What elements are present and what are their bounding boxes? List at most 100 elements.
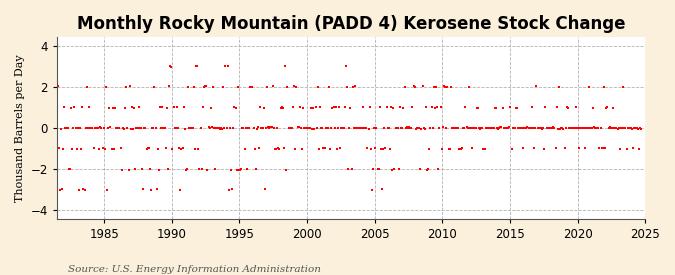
Point: [315, 105, 325, 109]
Point: [291, 84, 302, 89]
Point: [229, 105, 240, 109]
Point: [114, 126, 125, 130]
Point: [215, 126, 225, 131]
Point: [92, 126, 103, 130]
Point: [610, 125, 621, 130]
Point: [220, 64, 231, 68]
Point: [489, 106, 500, 110]
Point: [367, 188, 377, 192]
Point: [362, 146, 373, 150]
Point: [378, 147, 389, 151]
Point: [508, 126, 518, 130]
Point: [153, 167, 164, 172]
Point: [219, 126, 230, 130]
Point: [200, 84, 211, 89]
Point: [572, 125, 583, 130]
Point: [117, 126, 128, 130]
Point: [528, 126, 539, 130]
Point: [629, 125, 640, 130]
Point: [421, 104, 431, 109]
Point: [318, 146, 329, 150]
Point: [203, 125, 214, 130]
Point: [217, 126, 227, 131]
Point: [211, 125, 222, 130]
Point: [90, 126, 101, 130]
Point: [500, 126, 510, 130]
Point: [569, 126, 580, 131]
Point: [255, 105, 266, 109]
Point: [208, 85, 219, 89]
Point: [592, 125, 603, 130]
Point: [67, 147, 78, 151]
Point: [299, 126, 310, 130]
Point: [547, 126, 558, 131]
Point: [498, 126, 509, 130]
Point: [395, 104, 406, 109]
Point: [462, 126, 473, 130]
Point: [497, 106, 508, 110]
Point: [131, 126, 142, 131]
Point: [345, 106, 356, 110]
Point: [404, 125, 414, 130]
Y-axis label: Thousand Barrels per Day: Thousand Barrels per Day: [15, 54, 25, 202]
Point: [354, 126, 365, 130]
Point: [102, 188, 113, 192]
Point: [541, 126, 552, 130]
Point: [103, 126, 113, 131]
Point: [128, 126, 138, 131]
Point: [265, 125, 276, 130]
Point: [134, 126, 145, 131]
Point: [126, 105, 137, 109]
Point: [387, 167, 398, 172]
Point: [511, 105, 522, 110]
Point: [296, 126, 306, 131]
Point: [533, 126, 544, 130]
Point: [599, 84, 610, 89]
Point: [112, 126, 123, 131]
Point: [630, 125, 641, 130]
Point: [488, 125, 499, 130]
Point: [202, 167, 213, 172]
Point: [323, 126, 333, 130]
Point: [512, 106, 522, 110]
Point: [144, 167, 155, 171]
Point: [628, 146, 639, 150]
Point: [324, 85, 335, 89]
Point: [556, 126, 566, 131]
Point: [140, 126, 151, 131]
Point: [454, 147, 465, 151]
Point: [215, 125, 226, 130]
Point: [70, 126, 81, 130]
Point: [587, 106, 598, 110]
Point: [609, 126, 620, 131]
Point: [168, 105, 179, 109]
Point: [326, 126, 337, 130]
Point: [474, 126, 485, 130]
Point: [603, 126, 614, 130]
Point: [523, 126, 534, 130]
Point: [539, 146, 549, 151]
Point: [510, 126, 520, 130]
Point: [76, 147, 86, 151]
Point: [119, 126, 130, 131]
Point: [188, 126, 198, 130]
Point: [246, 85, 256, 89]
Point: [82, 125, 93, 130]
Point: [59, 105, 70, 109]
Point: [469, 126, 480, 130]
Point: [449, 126, 460, 130]
Point: [78, 187, 89, 192]
Point: [634, 147, 645, 151]
Point: [424, 147, 435, 151]
Point: [624, 125, 635, 130]
Point: [557, 126, 568, 130]
Point: [626, 126, 637, 131]
Point: [624, 126, 634, 130]
Point: [264, 126, 275, 131]
Point: [375, 105, 385, 109]
Point: [636, 126, 647, 131]
Point: [194, 166, 205, 171]
Point: [508, 126, 519, 130]
Point: [461, 125, 472, 130]
Point: [234, 167, 244, 172]
